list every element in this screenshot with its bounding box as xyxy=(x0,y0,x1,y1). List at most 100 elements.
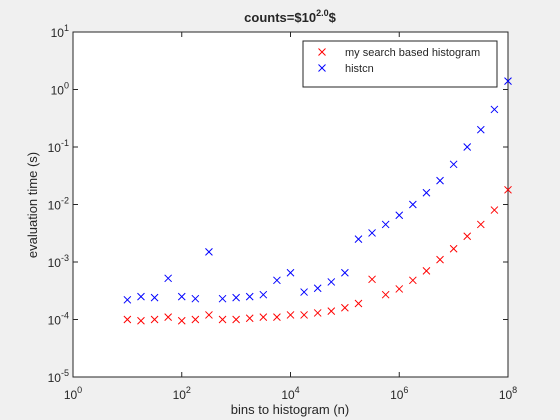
point xyxy=(150,315,159,324)
marker-stroke xyxy=(191,315,200,324)
tick-base: 10 xyxy=(48,314,62,328)
plot-area xyxy=(73,32,508,377)
tick-label: 10-1 xyxy=(48,138,69,155)
tick-exponent: -3 xyxy=(61,253,69,263)
tick-exponent: 0 xyxy=(64,81,69,91)
point xyxy=(476,125,485,134)
marker-stroke xyxy=(490,206,499,214)
point xyxy=(368,275,376,284)
point xyxy=(177,292,186,301)
point xyxy=(191,294,200,303)
marker-stroke xyxy=(341,303,349,312)
tick-label: 10-3 xyxy=(48,253,69,270)
tick-label: 101 xyxy=(51,23,69,40)
tick-label: 10-4 xyxy=(48,311,69,328)
point xyxy=(449,244,458,253)
x-axis-label: bins to histogram (n) xyxy=(231,402,350,417)
tick-exponent: 8 xyxy=(512,385,517,395)
point xyxy=(205,311,213,319)
marker-stroke xyxy=(232,293,240,302)
point xyxy=(232,293,240,302)
tick-exponent: 6 xyxy=(403,385,408,395)
legend-label: histcn xyxy=(345,63,374,75)
tick-label: 104 xyxy=(281,385,299,402)
point xyxy=(341,268,349,277)
marker-stroke xyxy=(381,290,390,299)
y-axis-label: evaluation time (s) xyxy=(25,152,40,258)
marker-stroke xyxy=(436,255,444,264)
marker-stroke xyxy=(164,313,173,321)
marker-stroke xyxy=(368,229,376,237)
marker-stroke xyxy=(408,276,417,285)
point xyxy=(436,176,444,185)
marker-stroke xyxy=(286,268,295,277)
tick-base: 10 xyxy=(499,388,513,402)
point xyxy=(463,143,472,151)
marker-stroke xyxy=(286,311,295,319)
tick-base: 10 xyxy=(48,256,62,270)
marker-stroke xyxy=(463,143,472,151)
chart-title: counts=$102.0$ xyxy=(244,8,336,25)
point xyxy=(137,292,145,301)
marker-stroke xyxy=(218,294,227,303)
marker-stroke xyxy=(318,48,326,56)
tick-base: 10 xyxy=(173,388,187,402)
point xyxy=(476,220,485,229)
point xyxy=(286,268,295,277)
marker-stroke xyxy=(354,235,363,243)
marker-stroke xyxy=(504,185,512,194)
tick-label: 100 xyxy=(64,385,82,402)
marker-stroke xyxy=(300,311,308,319)
tick-label: 100 xyxy=(51,81,69,98)
marker-stroke xyxy=(476,125,485,134)
title-suffix: $ xyxy=(329,10,337,25)
point xyxy=(259,290,268,299)
tick-base: 10 xyxy=(48,371,62,385)
marker-stroke xyxy=(218,315,227,324)
marker-stroke xyxy=(123,295,132,304)
point xyxy=(313,309,322,317)
marker-stroke xyxy=(463,232,472,241)
marker-stroke xyxy=(341,268,349,277)
marker-stroke xyxy=(191,294,200,303)
point xyxy=(408,200,417,209)
marker-stroke xyxy=(476,220,485,229)
tick-base: 10 xyxy=(48,141,62,155)
tick-label: 102 xyxy=(173,385,191,402)
marker-stroke xyxy=(300,288,308,296)
point xyxy=(245,314,254,323)
marker-stroke xyxy=(449,160,458,169)
point xyxy=(164,313,173,321)
point xyxy=(150,293,159,302)
marker-stroke xyxy=(368,275,376,284)
tick-base: 10 xyxy=(281,388,295,402)
point xyxy=(395,285,404,293)
tick-exponent: 4 xyxy=(295,385,300,395)
point xyxy=(232,315,240,324)
marker-stroke xyxy=(123,315,132,324)
tick-exponent: -4 xyxy=(61,311,69,321)
point xyxy=(123,315,132,324)
point xyxy=(490,105,499,114)
marker-stroke xyxy=(273,276,281,285)
marker-stroke xyxy=(245,292,254,301)
tick-exponent: 2 xyxy=(186,385,191,395)
marker-stroke xyxy=(327,278,336,286)
tick-exponent: -2 xyxy=(61,196,69,206)
point xyxy=(205,248,213,256)
marker-stroke xyxy=(177,316,186,325)
marker-stroke xyxy=(177,292,186,301)
marker-stroke xyxy=(164,274,173,283)
point xyxy=(191,315,200,324)
marker-stroke xyxy=(395,211,404,220)
tick-base: 10 xyxy=(390,388,404,402)
tick-base: 10 xyxy=(48,199,62,213)
legend-marker xyxy=(318,48,326,56)
tick-base: 10 xyxy=(64,388,78,402)
point xyxy=(218,315,227,324)
point xyxy=(164,274,173,283)
marker-stroke xyxy=(327,307,336,315)
axes-box xyxy=(72,31,509,378)
marker-stroke xyxy=(422,188,431,197)
